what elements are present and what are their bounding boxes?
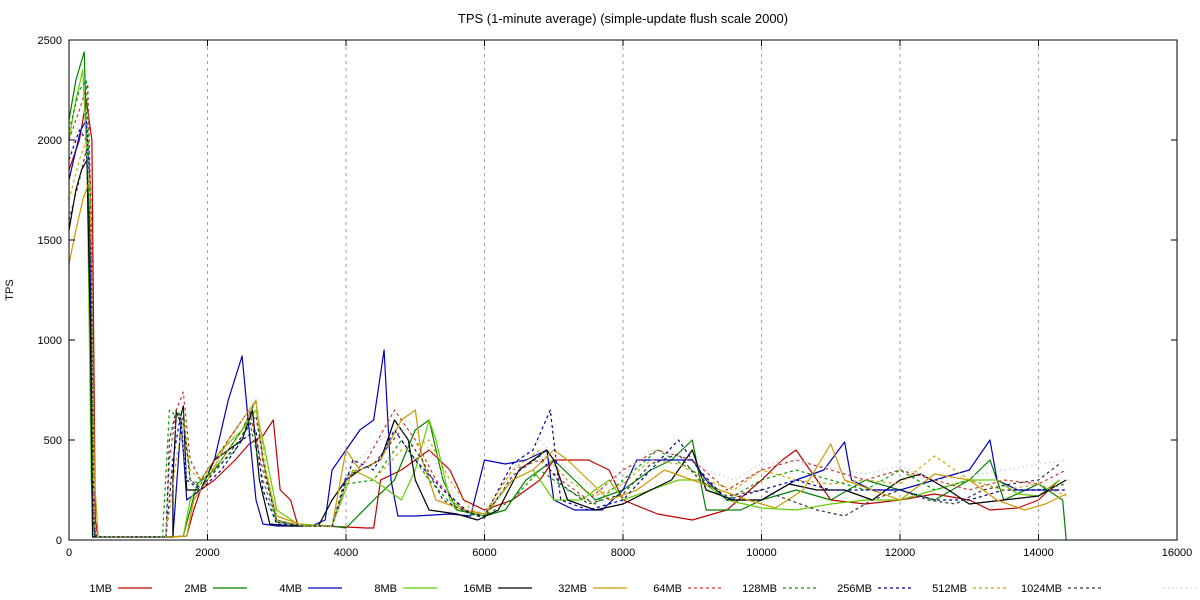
legend-label: 1MB — [89, 583, 112, 595]
x-tick-label: 8000 — [611, 547, 635, 559]
series-line-512mb — [68, 139, 1067, 538]
plot-frame — [68, 39, 1178, 541]
x-tick-label: 14000 — [1023, 547, 1054, 559]
x-tick-label: 2000 — [195, 547, 219, 559]
gridlines — [207, 40, 1039, 540]
legend-label: 2MB — [184, 583, 207, 595]
x-tick-label: 4000 — [334, 547, 358, 559]
legend-label: 512MB — [932, 583, 967, 595]
legend: 1MB 2MB 4MB 8MB 16MB 32MB 64MB 128MB 256MB 512MB 1… — [89, 583, 1197, 595]
x-axis-ticks: 0 2000 4000 6000 8000 10000 12000 14000 16000 — [66, 40, 1192, 559]
y-tick-label: 0 — [56, 535, 62, 547]
series-lines — [68, 51, 1067, 541]
legend-label: 4MB — [279, 583, 302, 595]
y-tick-label: 2500 — [38, 35, 62, 47]
chart-title: TPS (1-minute average) (simple-update fl… — [458, 11, 788, 26]
series-line-1024mb — [68, 149, 1060, 538]
legend-label: 256MB — [837, 583, 872, 595]
series-line-1mb — [68, 99, 1060, 538]
legend-label: 8MB — [374, 583, 397, 595]
legend-label: 128MB — [742, 583, 777, 595]
series-line-32mb — [68, 179, 1067, 538]
legend-label: 1024MB — [1021, 583, 1062, 595]
series-line-4mb — [68, 119, 1060, 538]
y-tick-label: 2000 — [38, 135, 62, 147]
series-line-64mb — [68, 83, 1067, 538]
x-tick-label: 0 — [66, 547, 72, 559]
y-axis-label: TPS — [4, 279, 16, 300]
x-tick-label: 10000 — [746, 547, 777, 559]
y-tick-label: 1000 — [38, 335, 62, 347]
y-tick-label: 1500 — [38, 235, 62, 247]
series-line-128mb — [68, 79, 1067, 538]
legend-label: 32MB — [558, 583, 587, 595]
legend-label: 16MB — [463, 583, 492, 595]
series-line-256mb — [68, 129, 1067, 538]
x-tick-label: 12000 — [885, 547, 916, 559]
x-tick-label: 16000 — [1162, 547, 1193, 559]
y-axis-ticks: 0 500 1000 1500 2000 2500 — [38, 35, 1177, 547]
x-tick-label: 6000 — [472, 547, 496, 559]
legend-label: 64MB — [653, 583, 682, 595]
y-tick-label: 500 — [44, 435, 62, 447]
